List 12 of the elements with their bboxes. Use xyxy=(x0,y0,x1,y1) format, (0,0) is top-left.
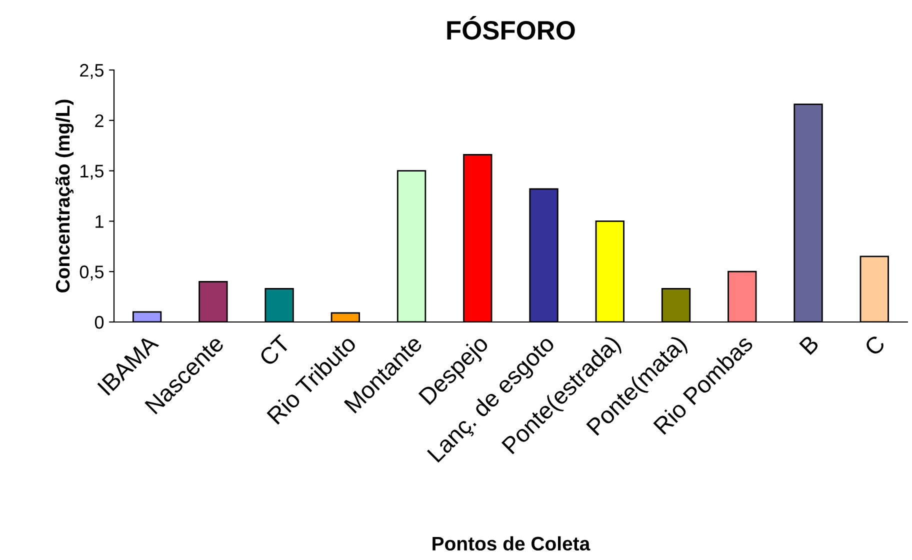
y-tick-label: 0 xyxy=(94,316,104,329)
x-tick-label: CT xyxy=(258,334,292,367)
y-tick-label: 0,5 xyxy=(80,266,104,280)
y-axis-title: Concentração (mg/L) xyxy=(55,100,74,292)
x-tick-label: B xyxy=(799,334,820,355)
y-tick-label: 1,5 xyxy=(80,164,104,180)
chart-title: FÓSFORO xyxy=(447,16,575,40)
x-axis-title: Pontos de Coleta xyxy=(432,536,590,551)
y-tick-label: 1 xyxy=(96,215,104,228)
y-tick-label: 2 xyxy=(95,114,104,127)
x-tick-label: C xyxy=(864,334,886,357)
y-tick-label: 2,5 xyxy=(80,64,104,79)
